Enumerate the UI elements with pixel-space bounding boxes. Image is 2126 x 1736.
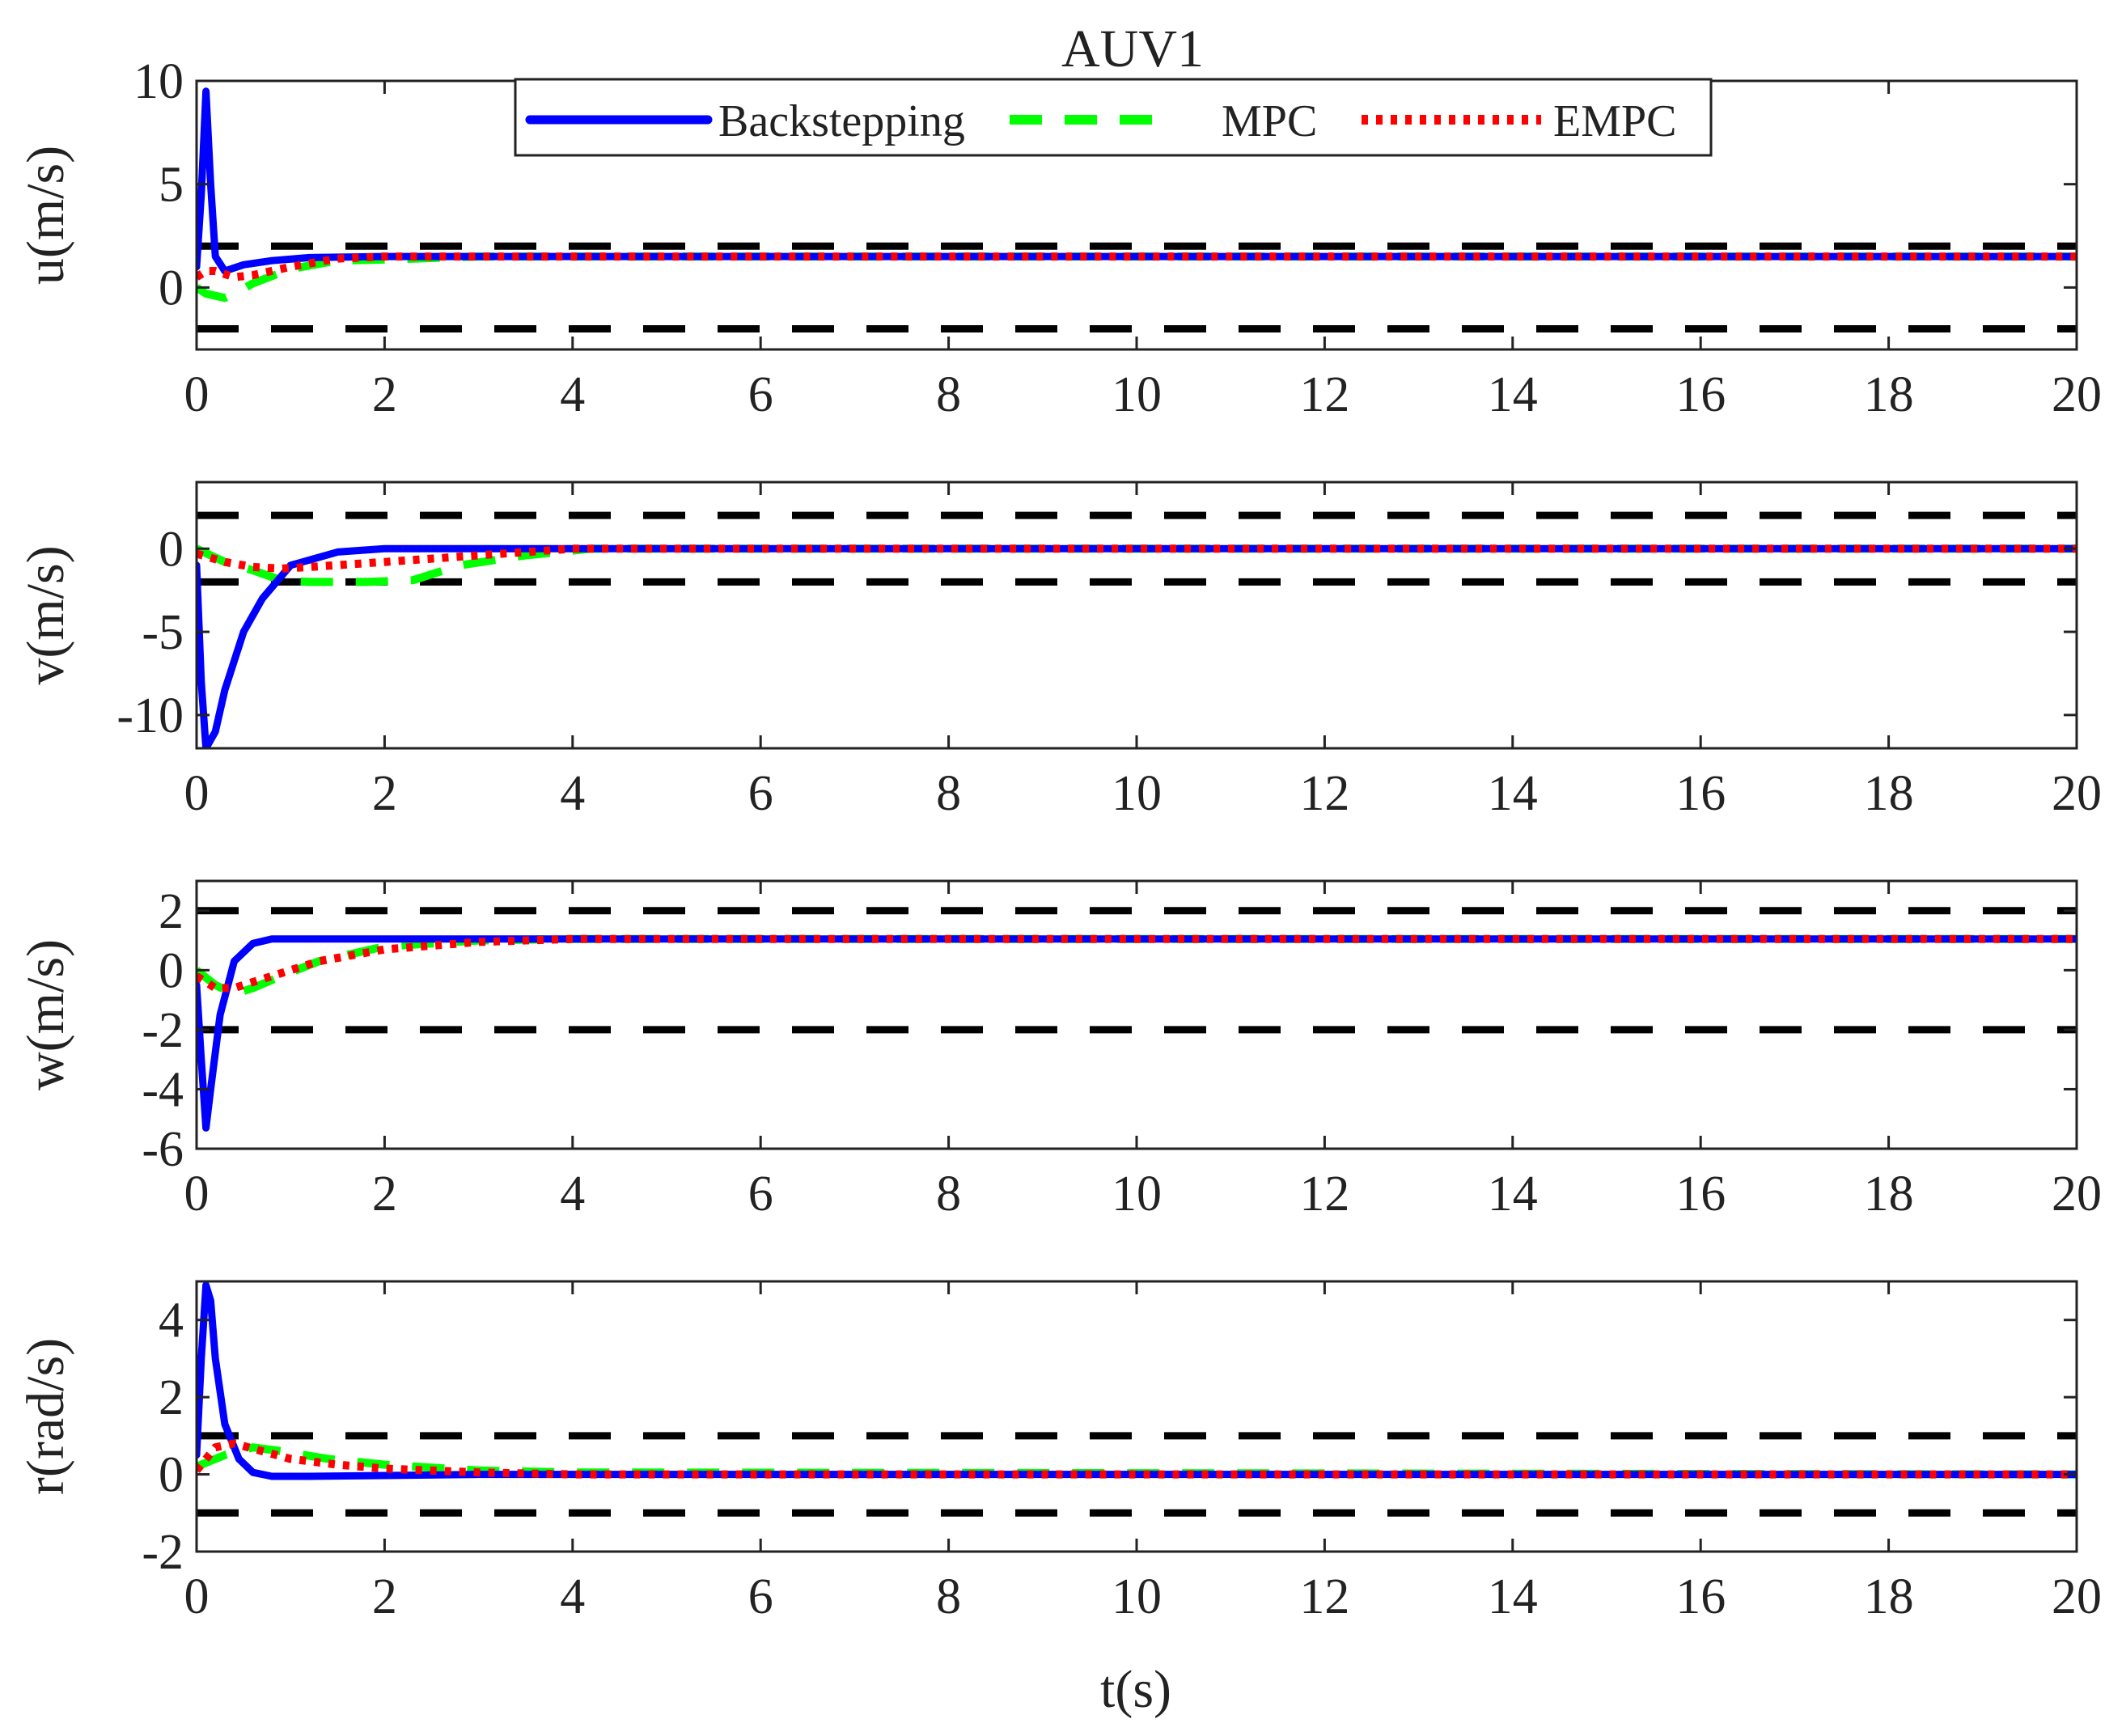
x-tick-label: 16 [1675, 1569, 1726, 1624]
y-axis-label: w(m/s) [16, 939, 75, 1090]
y-tick-label: 10 [133, 54, 184, 109]
x-tick-label: 4 [560, 367, 585, 422]
x-axis-label: t(s) [1100, 1660, 1171, 1719]
x-tick-label: 12 [1299, 1569, 1349, 1624]
x-tick-label: 14 [1488, 766, 1538, 821]
x-tick-label: 0 [184, 1569, 210, 1624]
chart-title: AUV1 [1061, 19, 1204, 78]
x-tick-label: 20 [2052, 1569, 2102, 1624]
x-tick-label: 14 [1488, 1569, 1538, 1624]
x-tick-label: 18 [1864, 766, 1914, 821]
legend-label-backstepping: Backstepping [718, 96, 965, 146]
x-tick-label: 18 [1864, 1167, 1914, 1222]
y-tick-label: 2 [159, 1370, 184, 1425]
x-tick-label: 2 [372, 367, 397, 422]
y-tick-label: -2 [142, 1525, 184, 1580]
x-tick-label: 12 [1299, 367, 1349, 422]
series-line-backstepping [197, 544, 2077, 748]
x-tick-label: 6 [748, 1569, 773, 1624]
x-tick-label: 2 [372, 1569, 397, 1624]
y-tick-label: -5 [142, 605, 184, 660]
series-line-mpc [197, 252, 2077, 303]
x-tick-label: 4 [560, 1569, 585, 1624]
x-tick-label: 2 [372, 1167, 397, 1222]
x-tick-label: 12 [1299, 766, 1349, 821]
y-tick-label: -6 [142, 1122, 184, 1177]
x-tick-label: 8 [936, 1167, 961, 1222]
series-line-empc [197, 252, 2077, 282]
y-tick-label: -10 [116, 688, 184, 743]
x-tick-label: 6 [748, 367, 773, 422]
x-tick-label: 6 [748, 1167, 773, 1222]
series-line-backstepping [197, 1281, 2077, 1480]
x-tick-label: 20 [2052, 766, 2102, 821]
legend-label-mpc: MPC [1222, 96, 1317, 146]
x-tick-label: 4 [560, 766, 585, 821]
y-tick-label: 0 [159, 943, 184, 998]
x-tick-label: 20 [2052, 367, 2102, 422]
series-line-empc [197, 934, 2077, 993]
legend-label-empc: EMPC [1553, 96, 1677, 146]
y-axis-label: r(rad/s) [16, 1338, 75, 1495]
x-tick-label: 16 [1675, 1167, 1726, 1222]
x-tick-label: 8 [936, 1569, 961, 1624]
axes-frame [195, 879, 2078, 1150]
x-tick-label: 8 [936, 766, 961, 821]
x-tick-label: 16 [1675, 766, 1726, 821]
x-tick-label: 14 [1488, 367, 1538, 422]
x-tick-label: 2 [372, 766, 397, 821]
x-tick-label: 18 [1864, 367, 1914, 422]
axes-frame [195, 481, 2078, 750]
y-tick-label: 5 [159, 158, 184, 213]
x-tick-label: 8 [936, 367, 961, 422]
x-tick-label: 10 [1112, 1569, 1162, 1624]
x-tick-label: 12 [1299, 1167, 1349, 1222]
x-tick-label: 0 [184, 766, 210, 821]
x-tick-label: 14 [1488, 1167, 1538, 1222]
y-tick-label: 4 [159, 1294, 184, 1349]
y-tick-label: -4 [142, 1062, 184, 1117]
x-tick-label: 16 [1675, 367, 1726, 422]
x-tick-label: 4 [560, 1167, 585, 1222]
x-tick-label: 6 [748, 766, 773, 821]
subplot-2: 0 2 4 6 8 10 12 14 16 18 20 0 -5 -10 v(m/s) [16, 481, 2102, 821]
x-tick-label: 18 [1864, 1569, 1914, 1624]
x-tick-label: 10 [1112, 766, 1162, 821]
series-line-backstepping [197, 935, 2077, 1132]
series-line-mpc [197, 934, 2077, 998]
y-tick-label: 0 [159, 1448, 184, 1503]
series-line-mpc [197, 544, 2077, 586]
x-tick-label: 0 [184, 1167, 210, 1222]
y-tick-label: 0 [159, 522, 184, 577]
subplot-1: 0 2 4 6 8 10 12 14 16 18 20 0 5 10 u(m/s) [16, 54, 2102, 422]
legend: Backstepping MPC EMPC [514, 78, 1713, 157]
y-axis-label: v(m/s) [16, 545, 75, 684]
x-tick-label: 20 [2052, 1167, 2102, 1222]
y-tick-label: 0 [159, 260, 184, 315]
x-tick-label: 0 [184, 367, 210, 422]
y-axis-label: u(m/s) [16, 146, 75, 285]
y-tick-label: -2 [142, 1003, 184, 1058]
y-tick-label: 2 [159, 884, 184, 939]
x-tick-label: 10 [1112, 1167, 1162, 1222]
series-line-empc [197, 1439, 2077, 1479]
x-tick-label: 10 [1112, 367, 1162, 422]
